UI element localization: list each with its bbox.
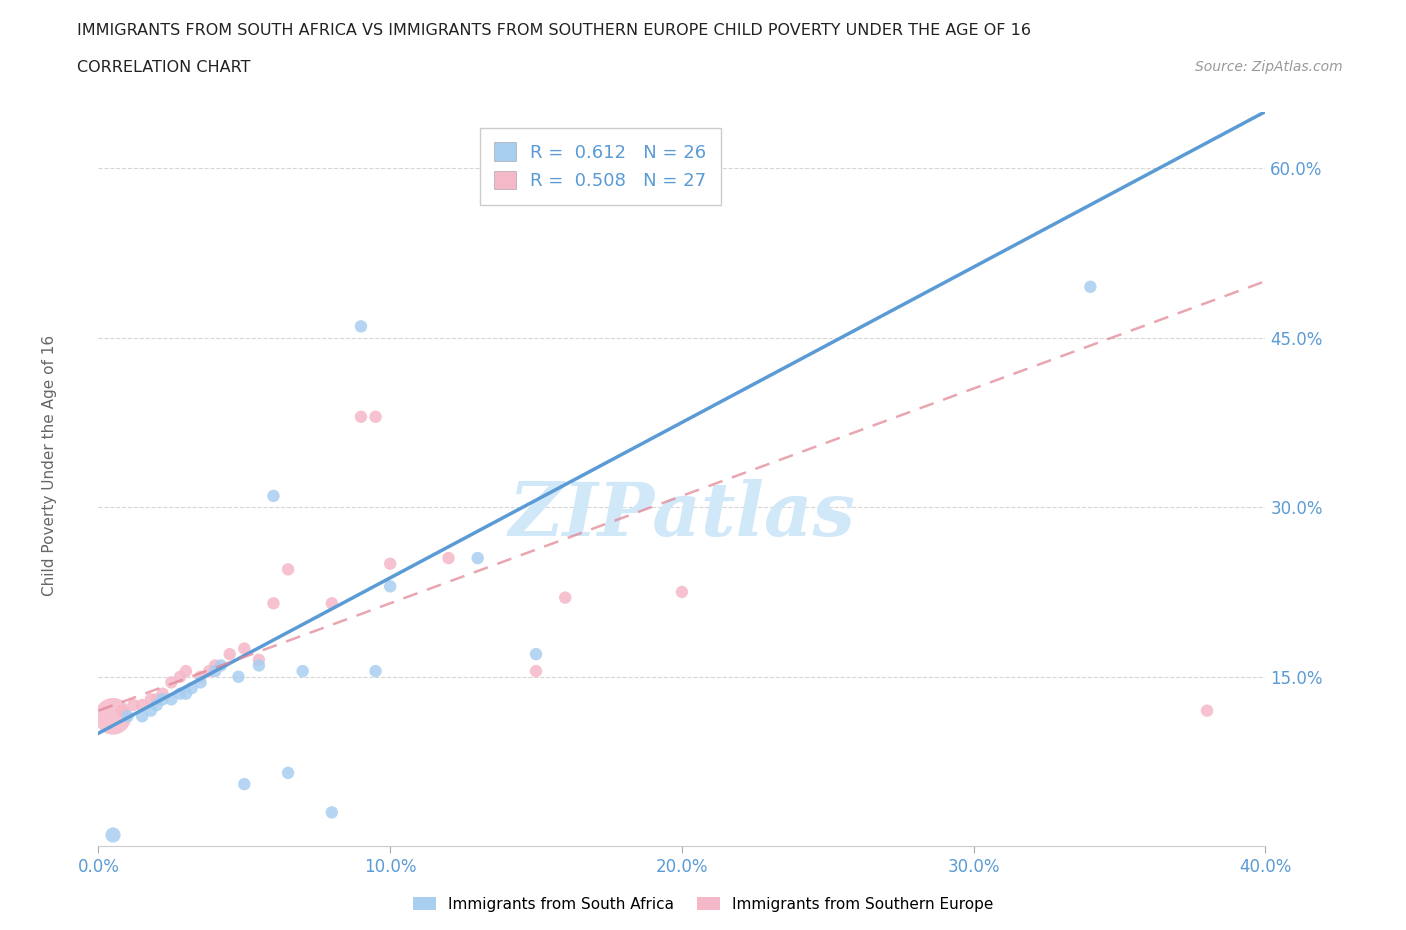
Point <box>262 488 284 503</box>
Text: CORRELATION CHART: CORRELATION CHART <box>77 60 250 75</box>
Point <box>169 670 191 684</box>
Text: Child Poverty Under the Age of 16: Child Poverty Under the Age of 16 <box>42 335 56 595</box>
Point <box>204 664 226 679</box>
Point <box>671 585 693 600</box>
Point <box>380 578 402 593</box>
Point <box>131 698 153 712</box>
Point <box>152 692 174 707</box>
Point <box>209 658 232 673</box>
Point <box>228 670 250 684</box>
Point <box>131 709 153 724</box>
Text: ZIPatlas: ZIPatlas <box>509 480 855 551</box>
Point <box>174 686 197 701</box>
Point <box>198 664 221 679</box>
Point <box>364 409 387 424</box>
Point <box>1195 703 1218 718</box>
Point <box>524 664 547 679</box>
Point <box>218 646 240 661</box>
Legend: Immigrants from South Africa, Immigrants from Southern Europe: Immigrants from South Africa, Immigrants… <box>406 890 1000 918</box>
Point <box>262 596 284 611</box>
Point <box>321 596 343 611</box>
Point <box>117 709 139 724</box>
Point <box>277 765 299 780</box>
Point <box>291 664 314 679</box>
Point <box>247 652 270 667</box>
Point <box>160 692 183 707</box>
Point <box>380 556 402 571</box>
Point <box>554 591 576 605</box>
Point <box>111 703 134 718</box>
Point <box>364 664 387 679</box>
Point <box>467 551 489 565</box>
Point <box>190 670 212 684</box>
Point <box>524 646 547 661</box>
Point <box>350 319 373 334</box>
Point <box>169 686 191 701</box>
Point <box>1080 279 1102 294</box>
Point <box>233 641 256 656</box>
Point <box>160 675 183 690</box>
Point <box>190 675 212 690</box>
Text: Source: ZipAtlas.com: Source: ZipAtlas.com <box>1195 60 1343 74</box>
Legend: R =  0.612   N = 26, R =  0.508   N = 27: R = 0.612 N = 26, R = 0.508 N = 27 <box>479 128 721 205</box>
Point <box>180 681 202 696</box>
Point <box>152 686 174 701</box>
Point <box>437 551 460 565</box>
Point <box>139 692 162 707</box>
Point <box>101 709 124 724</box>
Text: IMMIGRANTS FROM SOUTH AFRICA VS IMMIGRANTS FROM SOUTHERN EUROPE CHILD POVERTY UN: IMMIGRANTS FROM SOUTH AFRICA VS IMMIGRAN… <box>77 23 1032 38</box>
Point <box>174 664 197 679</box>
Point <box>146 692 169 707</box>
Point <box>146 698 169 712</box>
Point <box>247 658 270 673</box>
Point <box>321 805 343 820</box>
Point <box>277 562 299 577</box>
Point <box>350 409 373 424</box>
Point <box>139 703 162 718</box>
Point <box>122 698 145 712</box>
Point <box>204 658 226 673</box>
Point <box>101 828 124 843</box>
Point <box>233 777 256 791</box>
